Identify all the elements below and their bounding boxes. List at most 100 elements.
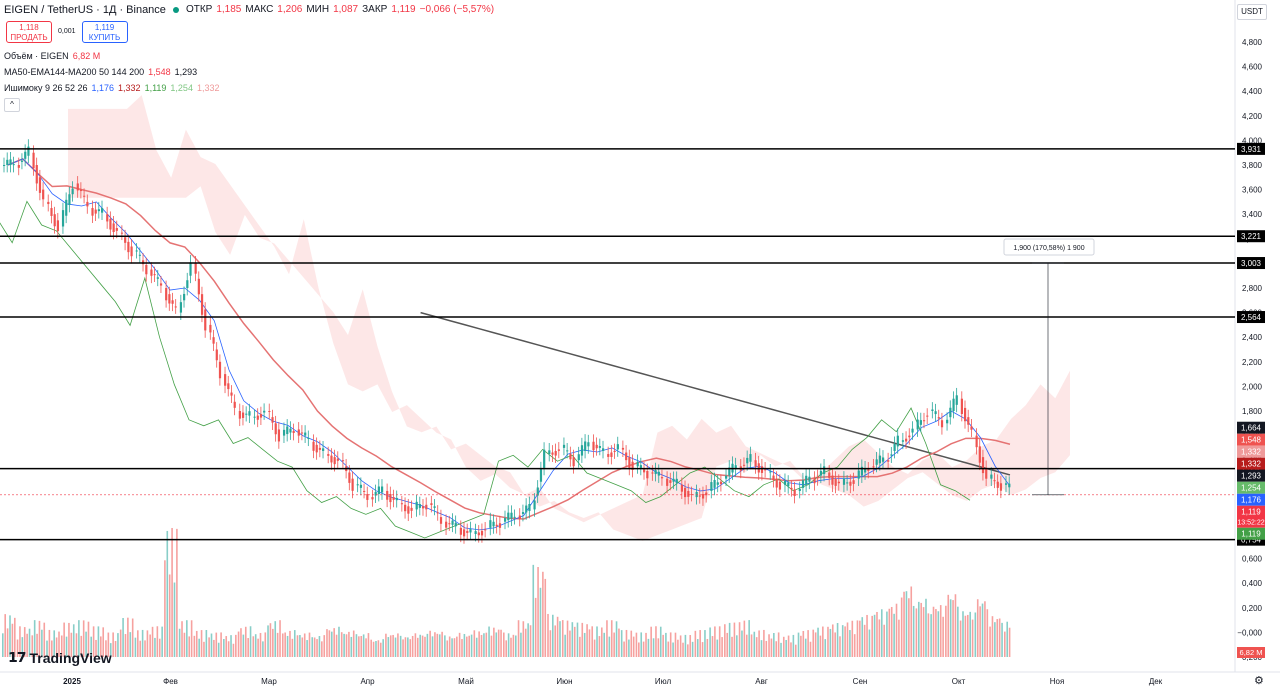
candle-body: [336, 458, 339, 461]
price-tag-label: 1,332: [1241, 460, 1262, 469]
settings-icon[interactable]: ⚙: [1254, 675, 1264, 687]
volume-bar: [156, 626, 159, 657]
volume-bar: [662, 634, 664, 657]
volume-bar: [485, 632, 488, 657]
volume-bar: [95, 639, 97, 657]
tradingview-logo[interactable]: 𝟭𝟳 TradingView: [8, 649, 112, 666]
volume-bar: [375, 641, 377, 657]
volume-bar: [333, 628, 335, 657]
close-label: ЗАКР: [362, 4, 388, 15]
candle-body: [952, 398, 955, 411]
candle-body: [271, 417, 274, 423]
volume-bar: [782, 636, 785, 657]
candle-body: [466, 530, 469, 533]
candle-body: [204, 309, 207, 331]
candle-body: [584, 441, 587, 451]
candle-body: [484, 529, 487, 531]
volume-bar: [372, 641, 375, 657]
volume-bar: [755, 637, 758, 657]
symbol-title[interactable]: EIGEN / TetherUS · 1Д · Binance: [4, 4, 166, 16]
candle-body: [263, 410, 266, 413]
volume-bar: [267, 625, 269, 657]
volume-bar: [804, 638, 807, 657]
volume-bar: [718, 626, 721, 657]
candle-body: [106, 214, 109, 222]
symbol-row: EIGEN / TetherUS · 1Д · Binance ОТКР 1,18…: [4, 3, 494, 17]
volume-bar: [827, 626, 829, 657]
volume-bar: [520, 632, 522, 657]
volume-bar: [468, 635, 470, 657]
volume-bar: [264, 632, 267, 657]
candle-body: [569, 454, 572, 460]
candle-body: [97, 209, 101, 212]
candle-body: [660, 477, 664, 479]
candle-body: [778, 481, 782, 490]
volume-bar: [296, 635, 299, 657]
candle-body: [42, 189, 45, 200]
volume-bar: [303, 633, 306, 657]
candle-body: [183, 293, 186, 301]
price-tag: [1237, 457, 1265, 470]
volume-bar: [861, 617, 864, 657]
volume-bar: [539, 587, 542, 657]
volume-bar: [942, 616, 944, 657]
volume-bar: [419, 634, 421, 657]
volume-bar: [173, 582, 176, 657]
currency-selector[interactable]: USDT: [1237, 4, 1267, 20]
candle-body: [911, 428, 914, 433]
horizontal-level-label: 3,003: [1241, 259, 1262, 268]
volume-bar: [500, 629, 502, 657]
candle-body: [787, 482, 790, 487]
buy-button[interactable]: 1,119 КУПИТЬ: [81, 21, 128, 43]
candle-body: [454, 522, 457, 527]
volume-indicator[interactable]: Объём · EIGEN 6,82 M: [4, 49, 494, 63]
volume-bar: [954, 594, 957, 657]
candle-body: [746, 457, 749, 464]
volume-bar: [630, 630, 633, 657]
y-tick-label: 4,800: [1242, 38, 1263, 47]
volume-bar: [655, 626, 657, 657]
volume-label: Объём · EIGEN: [4, 51, 69, 61]
ichimoku-value-5: 1,332: [196, 83, 220, 93]
candle-body: [719, 481, 723, 485]
x-tick-label: Май: [458, 677, 474, 686]
candle-body: [878, 455, 881, 464]
volume-bar: [308, 632, 311, 657]
volume-bar: [276, 632, 279, 657]
candle-body: [38, 177, 42, 193]
candle-body: [937, 417, 940, 419]
candle-body: [386, 490, 389, 500]
volume-bar: [652, 638, 655, 657]
volume-bar: [893, 613, 895, 657]
candle-body: [881, 457, 885, 462]
candle-body: [705, 492, 708, 496]
volume-bar: [596, 626, 598, 657]
candle-body: [793, 489, 796, 497]
volume-bar: [706, 638, 709, 657]
candle-body: [955, 395, 958, 405]
volume-value: 6,82 M: [72, 51, 101, 61]
collapse-legend-button[interactable]: ^: [4, 98, 20, 112]
volume-bar: [90, 636, 93, 657]
volume-bar: [51, 640, 53, 657]
volume-bar: [880, 609, 883, 657]
volume-bar: [434, 632, 436, 657]
volume-bar: [43, 622, 46, 657]
candle-body: [610, 452, 613, 457]
candle-body: [554, 450, 557, 456]
volume-bar: [984, 601, 986, 657]
open-value: 1,185: [216, 4, 242, 15]
candle-body: [587, 442, 590, 447]
volume-bar: [576, 622, 579, 657]
sell-button[interactable]: 1,118 ПРОДАТЬ: [6, 21, 52, 43]
high-value: 1,206: [277, 4, 303, 15]
ma-indicator[interactable]: MA50-EMA144-MA200 50 144 200 1,548 1,293: [4, 65, 494, 79]
candle-body: [215, 349, 218, 361]
horizontal-level-tag: [1237, 230, 1265, 243]
volume-bar: [21, 637, 24, 657]
candle-body: [312, 441, 315, 451]
volume-bar: [461, 639, 463, 657]
volume-bar: [819, 635, 822, 657]
ichimoku-indicator[interactable]: Ишимоку 9 26 52 26 1,176 1,332 1,119 1,2…: [4, 81, 494, 95]
